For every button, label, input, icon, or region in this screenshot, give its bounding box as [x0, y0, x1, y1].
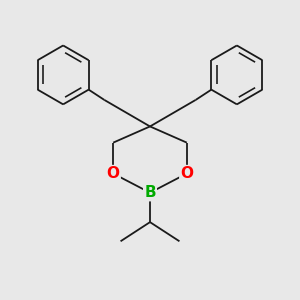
Text: O: O [107, 166, 120, 181]
Text: O: O [180, 166, 193, 181]
Text: B: B [144, 185, 156, 200]
